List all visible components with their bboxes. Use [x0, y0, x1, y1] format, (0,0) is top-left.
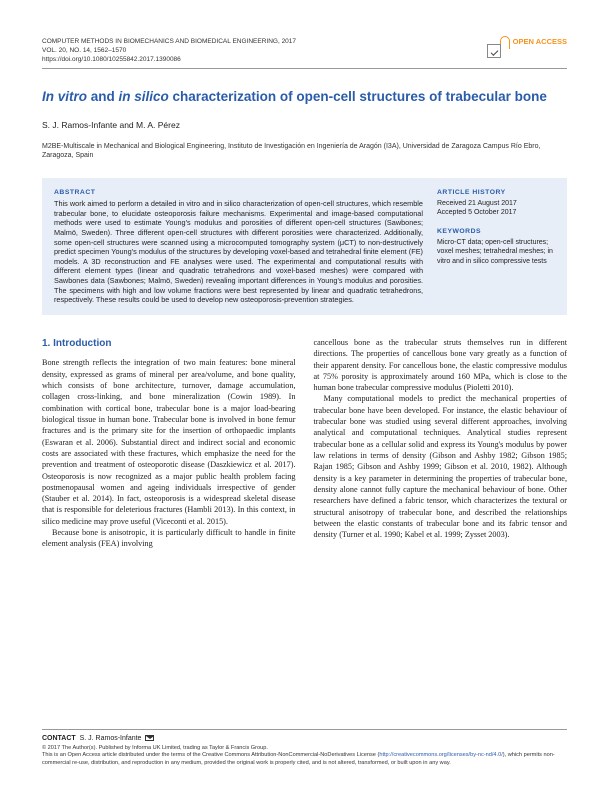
open-access-label: OPEN ACCESS — [513, 37, 567, 47]
open-lock-icon — [500, 36, 510, 49]
body-paragraph: cancellous bone as the trabecular struts… — [314, 337, 568, 394]
title-italic-2: in silico — [119, 89, 169, 104]
title-text-1: and — [87, 89, 119, 104]
header-rule — [42, 68, 567, 69]
copyright-block: © 2017 The Author(s). Published by Infor… — [42, 745, 567, 767]
contact-label: CONTACT — [42, 735, 76, 742]
section-1-head: 1. Introduction — [42, 337, 296, 351]
footer-rule — [42, 729, 567, 730]
article-history: ARTICLE HISTORY Received 21 August 2017 … — [437, 188, 555, 217]
keywords-text: Micro-CT data; open-cell structures; vox… — [437, 238, 555, 265]
article-title: In vitro and in silico characterization … — [42, 89, 567, 106]
column-right: cancellous bone as the trabecular struts… — [314, 337, 568, 550]
body-paragraph: Many computational models to predict the… — [314, 393, 568, 540]
footer: CONTACT S. J. Ramos-Infante © 2017 The A… — [42, 729, 567, 767]
body-paragraph: Because bone is anisotropic, it is parti… — [42, 527, 296, 550]
column-left: 1. Introduction Bone strength reflects t… — [42, 337, 296, 550]
keywords-block: KEYWORDS Micro-CT data; open-cell struct… — [437, 227, 555, 265]
history-head: ARTICLE HISTORY — [437, 188, 555, 197]
copyright-text: © 2017 The Author(s). Published by Infor… — [42, 745, 268, 751]
history-received: Received 21 August 2017 — [437, 199, 555, 208]
abstract-main: ABSTRACT This work aimed to perform a de… — [54, 188, 423, 305]
authors: S. J. Ramos-Infante and M. A. Pérez — [42, 120, 567, 131]
crossmark-icon[interactable] — [487, 44, 501, 58]
envelope-icon — [145, 735, 154, 741]
license-text: This is an Open Access article distribut… — [42, 752, 379, 758]
body-paragraph: Bone strength reflects the integration o… — [42, 357, 296, 527]
title-italic-1: In vitro — [42, 89, 87, 104]
keywords-head: KEYWORDS — [437, 227, 555, 236]
abstract-side: ARTICLE HISTORY Received 21 August 2017 … — [437, 188, 555, 305]
body-columns: 1. Introduction Bone strength reflects t… — [42, 337, 567, 550]
affiliation: M2BE-Multiscale in Mechanical and Biolog… — [42, 142, 567, 160]
contact-line: CONTACT S. J. Ramos-Infante — [42, 734, 567, 743]
abstract-head: ABSTRACT — [54, 188, 423, 197]
abstract-text: This work aimed to perform a detailed in… — [54, 199, 423, 305]
contact-name: S. J. Ramos-Infante — [80, 735, 142, 742]
open-access-badge: OPEN ACCESS — [500, 36, 567, 49]
license-link[interactable]: http://creativecommons.org/licenses/by-n… — [379, 752, 502, 758]
abstract-block: ABSTRACT This work aimed to perform a de… — [42, 178, 567, 315]
title-text-2: characterization of open-cell structures… — [169, 89, 547, 104]
history-accepted: Accepted 5 October 2017 — [437, 208, 555, 217]
